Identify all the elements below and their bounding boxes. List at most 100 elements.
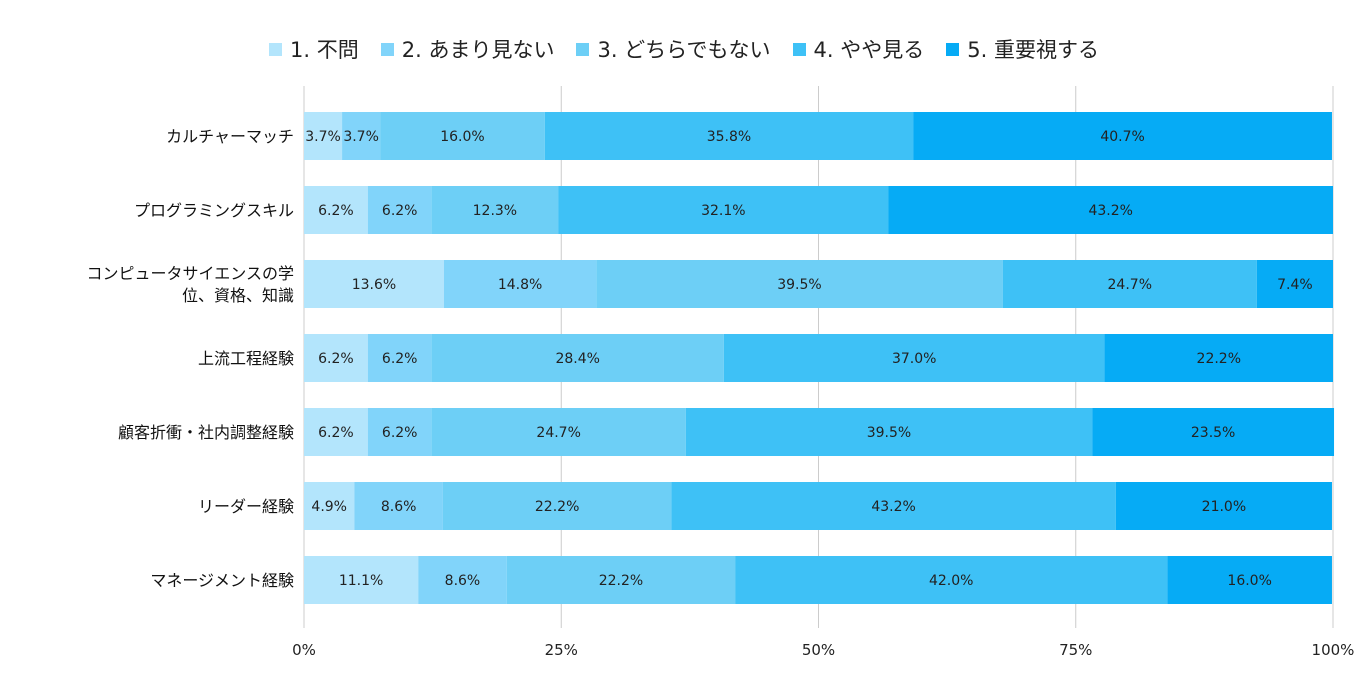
data-label: 14.8% xyxy=(498,277,542,293)
bar-segment xyxy=(506,556,736,604)
legend-swatch xyxy=(576,42,590,56)
x-tick-label: 25% xyxy=(545,641,578,659)
data-label: 37.0% xyxy=(892,351,936,367)
bar-segment xyxy=(1092,408,1335,456)
x-tick-label: 100% xyxy=(1312,641,1355,659)
data-label: 6.2% xyxy=(382,425,418,441)
data-label: 7.4% xyxy=(1277,277,1313,293)
category-label: マネージメント経験 xyxy=(150,571,294,590)
bar-segment xyxy=(431,408,686,456)
bar-segment xyxy=(671,482,1116,530)
legend-swatch xyxy=(946,42,960,56)
legend-swatch xyxy=(792,42,806,56)
data-label: 11.1% xyxy=(339,573,383,589)
legend-item: 1. 不問 xyxy=(269,34,359,64)
data-label: 43.2% xyxy=(871,499,915,515)
bar-segment xyxy=(367,408,432,456)
chart-legend: 1. 不問 2. あまり見ない 3. どちらでもない 4. やや見る 5. 重要視する xyxy=(0,32,1368,66)
bar-segment xyxy=(418,556,507,604)
data-label: 21.0% xyxy=(1202,499,1246,515)
data-label: 39.5% xyxy=(777,277,821,293)
data-label: 8.6% xyxy=(445,573,481,589)
bar-segment xyxy=(544,112,914,160)
bar-segment xyxy=(685,408,1093,456)
data-label: 22.2% xyxy=(1197,351,1241,367)
legend-label: 2. あまり見ない xyxy=(401,38,555,62)
bar-segment xyxy=(304,260,444,308)
bar-segment xyxy=(304,334,368,382)
bar-segment xyxy=(558,186,889,234)
legend-item: 5. 重要視する xyxy=(946,34,1099,64)
x-tick-label: 50% xyxy=(802,641,835,659)
bar-segment xyxy=(380,112,545,160)
bar-segment xyxy=(367,186,432,234)
bar-segment xyxy=(304,482,355,530)
legend-label: 5. 重要視する xyxy=(967,38,1099,62)
category-label: リーダー経験 xyxy=(198,497,294,516)
bar-segment xyxy=(1104,334,1333,382)
legend-item: 2. あまり見ない xyxy=(380,34,555,64)
bar-segment xyxy=(304,186,368,234)
bar-segment xyxy=(342,112,381,160)
category-label: 位、資格、知識 xyxy=(182,286,294,305)
category-label: 上流工程経験 xyxy=(198,349,294,368)
bar-segment xyxy=(442,482,672,530)
data-label: 6.2% xyxy=(318,425,354,441)
data-label: 43.2% xyxy=(1088,203,1132,219)
data-label: 22.2% xyxy=(535,499,579,515)
data-label: 28.4% xyxy=(555,351,599,367)
data-label: 6.2% xyxy=(382,351,418,367)
category-label: コンピュータサイエンスの学 xyxy=(86,264,294,283)
legend-swatch xyxy=(380,42,394,56)
data-label: 13.6% xyxy=(352,277,396,293)
legend-swatch xyxy=(269,42,283,56)
bar-segment xyxy=(354,482,443,530)
data-label: 24.7% xyxy=(536,425,580,441)
data-label: 16.0% xyxy=(1227,573,1271,589)
data-label: 3.7% xyxy=(343,129,379,145)
data-label: 8.6% xyxy=(381,499,417,515)
bar-segment xyxy=(723,334,1105,382)
data-label: 42.0% xyxy=(929,573,973,589)
data-label: 23.5% xyxy=(1191,425,1235,441)
bar-segment xyxy=(1115,482,1332,530)
bar-segment xyxy=(304,556,419,604)
category-label: カルチャーマッチ xyxy=(166,127,294,146)
bar-segment xyxy=(304,112,343,160)
bar-segment xyxy=(888,186,1333,234)
legend-item: 3. どちらでもない xyxy=(576,34,771,64)
data-label: 6.2% xyxy=(318,203,354,219)
data-label: 22.2% xyxy=(599,573,643,589)
data-label: 12.3% xyxy=(473,203,517,219)
legend-label: 1. 不問 xyxy=(290,38,359,62)
data-label: 40.7% xyxy=(1100,129,1144,145)
bar-segment xyxy=(913,112,1332,160)
bar-segment xyxy=(367,334,432,382)
data-label: 3.7% xyxy=(305,129,341,145)
bar-segment xyxy=(1256,260,1333,308)
bar-segment xyxy=(431,334,724,382)
bar-segment xyxy=(443,260,597,308)
bar-segment xyxy=(735,556,1168,604)
legend-item: 4. やや見る xyxy=(792,34,925,64)
data-label: 35.8% xyxy=(707,129,751,145)
data-label: 16.0% xyxy=(440,129,484,145)
x-tick-label: 0% xyxy=(292,641,316,659)
bar-segment xyxy=(596,260,1003,308)
x-tick-label: 75% xyxy=(1059,641,1092,659)
bar-segment xyxy=(1002,260,1257,308)
data-label: 6.2% xyxy=(318,351,354,367)
data-label: 6.2% xyxy=(382,203,418,219)
legend-label: 3. どちらでもない xyxy=(597,38,771,62)
bar-segment xyxy=(1167,556,1332,604)
data-label: 24.7% xyxy=(1108,277,1152,293)
data-label: 39.5% xyxy=(867,425,911,441)
legend-label: 4. やや見る xyxy=(813,38,925,62)
data-label: 4.9% xyxy=(311,499,347,515)
data-label: 32.1% xyxy=(701,203,745,219)
category-label: プログラミングスキル xyxy=(134,201,294,220)
bar-segment xyxy=(431,186,559,234)
category-label: 顧客折衝・社内調整経験 xyxy=(118,423,294,442)
bar-segment xyxy=(304,408,368,456)
